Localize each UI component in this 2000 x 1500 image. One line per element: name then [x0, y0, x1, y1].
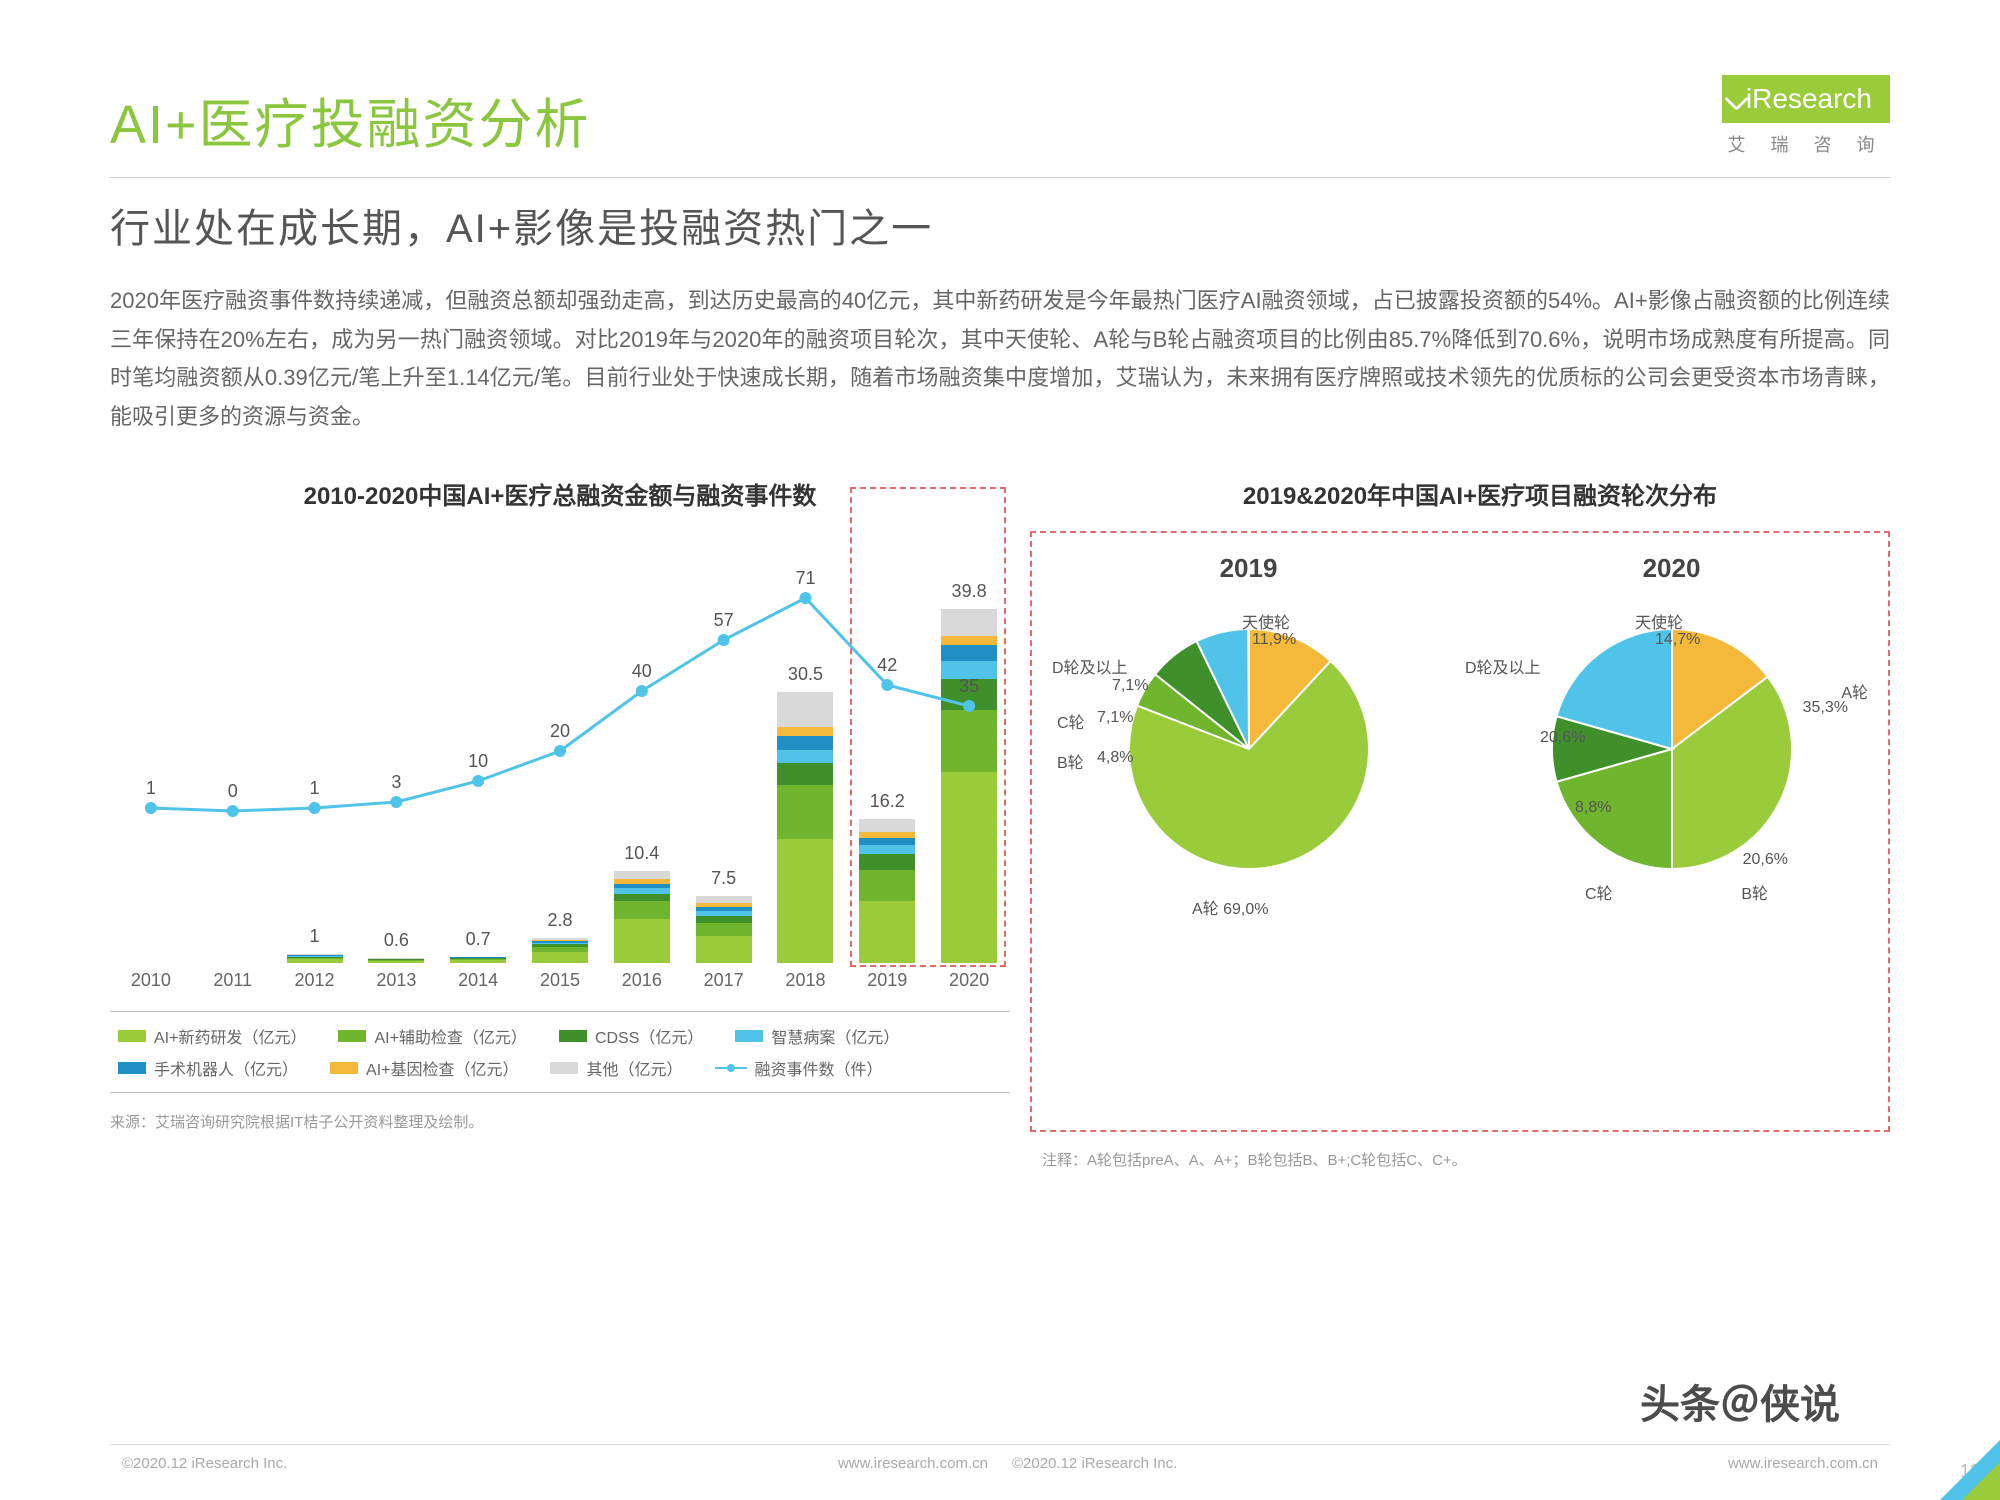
corner-accent-2: [1962, 1462, 2000, 1500]
logo-subtext: 艾 瑞 咨 询: [1722, 131, 1890, 157]
source-right: 注释：A轮包括preA、A、A+；B轮包括B、B+;C轮包括C、C+。: [1042, 1149, 1878, 1170]
svg-text:1: 1: [310, 778, 320, 798]
svg-text:40: 40: [632, 661, 652, 681]
svg-text:0: 0: [228, 781, 238, 801]
body-paragraph: 2020年医疗融资事件数持续递减，但融资总额却强劲走高，到达历史最高的40亿元，…: [110, 282, 1890, 436]
pie-2019: 天使轮11,9%D轮及以上7,1%C轮7,1%B轮4,8%A轮 69,0%: [1042, 599, 1455, 924]
svg-text:1: 1: [146, 778, 156, 798]
pie-2019-title: 2019: [1042, 553, 1455, 584]
footer: ©2020.12 iResearch Inc.www.iresearch.com…: [110, 1444, 1890, 1472]
svg-text:20: 20: [550, 721, 570, 741]
svg-text:3: 3: [391, 772, 401, 792]
chart-right-title: 2019&2020年中国AI+医疗项目融资轮次分布: [1070, 476, 1890, 511]
watermark: 头条＠侠说: [1640, 1372, 1840, 1430]
source-left: 来源：艾瑞咨询研究院根据IT桔子公开资料整理及绘制。: [110, 1111, 1010, 1132]
svg-text:71: 71: [795, 568, 815, 588]
page-subtitle: 行业处在成长期，AI+影像是投融资热门之一: [110, 196, 1890, 254]
logo: iResearch 艾 瑞 咨 询: [1722, 75, 1890, 157]
logo-brand: iResearch: [1722, 75, 1890, 123]
pie-2020-title: 2020: [1465, 553, 1878, 584]
pie-chart-box: 2019 天使轮11,9%D轮及以上7,1%C轮7,1%B轮4,8%A轮 69,…: [1030, 531, 1890, 1132]
svg-text:57: 57: [714, 610, 734, 630]
combo-chart: 20102011120120.620130.720142.8201510.420…: [110, 531, 1010, 1132]
pie-2020: 天使轮14,7%D轮及以上A轮35,3%20,6%8,8%C轮20,6%B轮: [1465, 599, 1878, 924]
page-title: AI+医疗投融资分析: [110, 80, 1890, 178]
svg-text:10: 10: [468, 751, 488, 771]
chart-legend: AI+新药研发（亿元）AI+辅助检查（亿元）CDSS（亿元）智慧病案（亿元）手术…: [110, 1011, 1010, 1093]
